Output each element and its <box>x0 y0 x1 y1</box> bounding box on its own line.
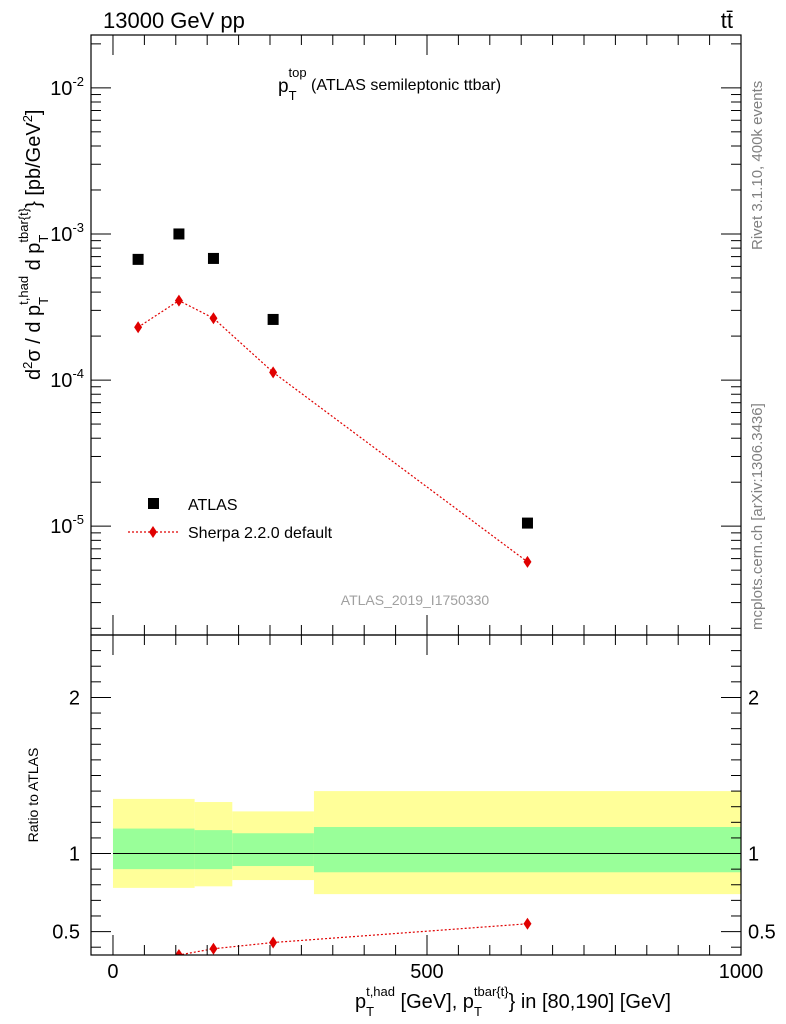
atlas-point <box>132 253 144 265</box>
ratio-y-tick-label-right: 2 <box>748 687 759 709</box>
ratio-y-tick-label-left: 2 <box>69 687 80 709</box>
x-tick-label: 500 <box>410 961 443 983</box>
atlas-point <box>267 313 279 325</box>
ratio-sherpa-point <box>269 936 278 949</box>
y-tick-label: 10-4 <box>50 366 84 392</box>
legend-marker-sherpa <box>149 526 157 538</box>
uncertainty-band-stat <box>112 828 195 870</box>
sherpa-line <box>137 299 528 563</box>
ratio-sherpa-point <box>174 949 183 955</box>
sherpa-point <box>134 321 143 334</box>
main-title: pTtop (ATLAS semileptonic ttbar) <box>278 65 501 103</box>
main-frame <box>90 34 742 636</box>
main-ticks: 10-2 10-3 10-4 10-5 <box>50 35 742 635</box>
title-sub: T <box>289 88 297 103</box>
header-right-label: tt̄ <box>721 8 733 33</box>
ratio-ticks: 0.5 0.5 1 1 2 2 0 500 1000 <box>52 635 776 983</box>
ratio-sherpa-line <box>163 923 528 955</box>
ratio-frame <box>90 634 742 956</box>
ratio-y-tick-label-right: 0.5 <box>748 922 776 944</box>
mcplots-label: mcplots.cern.ch [arXiv:1306.3436] <box>749 403 766 630</box>
main-panel: 10-2 10-3 10-4 10-5 pTtop (ATLAS semilepton… <box>16 34 742 636</box>
rivet-label: Rivet 3.1.10, 400k events <box>749 81 766 250</box>
ratio-series-layer <box>163 917 532 955</box>
ratio-data-layer <box>112 791 741 955</box>
sherpa-point <box>269 366 278 379</box>
title-base: p <box>278 76 289 97</box>
sherpa-point <box>209 312 218 325</box>
main-y-axis-label: d2σ / d pTt,had d pTtbar{t}} [pb/GeV2] <box>16 110 51 381</box>
atlas-point <box>207 252 219 264</box>
ratio-y-tick-label-left: 1 <box>69 844 80 866</box>
sherpa-point <box>174 294 183 307</box>
legend-marker-atlas <box>148 498 159 509</box>
uncertainty-band-stat <box>313 827 741 873</box>
ratio-sherpa-point <box>209 942 218 955</box>
y-tick-label: 10-3 <box>50 220 84 246</box>
x-axis-label: pTt,had [GeV], pTtbar{t}} in [80,190] [G… <box>355 984 671 1019</box>
title-rest: (ATLAS semileptonic ttbar) <box>307 77 501 94</box>
header-left-label: 13000 GeV pp <box>103 8 245 33</box>
ratio-y-tick-label-right: 1 <box>748 844 759 866</box>
uncertainty-band-stat <box>232 833 314 867</box>
atlas-point <box>521 517 533 529</box>
legend-label-sherpa: Sherpa 2.2.0 default <box>188 525 333 542</box>
analysis-id-label: ATLAS_2019_I1750330 <box>341 592 490 608</box>
title-sup: top <box>289 65 307 80</box>
ratio-y-axis-label: Ratio to ATLAS <box>25 748 41 843</box>
atlas-point <box>173 228 185 240</box>
ratio-sherpa-point <box>523 917 532 930</box>
ratio-panel: 0.5 0.5 1 1 2 2 0 500 1000 Ratio to ATLAS pTt,ha… <box>25 634 776 1019</box>
sherpa-point <box>523 555 532 568</box>
ratio-y-tick-label-left: 0.5 <box>52 922 80 944</box>
y-tick-label: 10-2 <box>50 74 84 100</box>
main-data-layer <box>132 228 533 568</box>
legend-label-atlas: ATLAS <box>188 497 238 514</box>
uncertainty-band-stat <box>194 830 233 870</box>
x-tick-label: 1000 <box>719 961 764 983</box>
y-tick-label: 10-5 <box>50 512 84 538</box>
x-tick-label: 0 <box>107 961 118 983</box>
legend: ATLAS Sherpa 2.2.0 default <box>128 497 333 542</box>
